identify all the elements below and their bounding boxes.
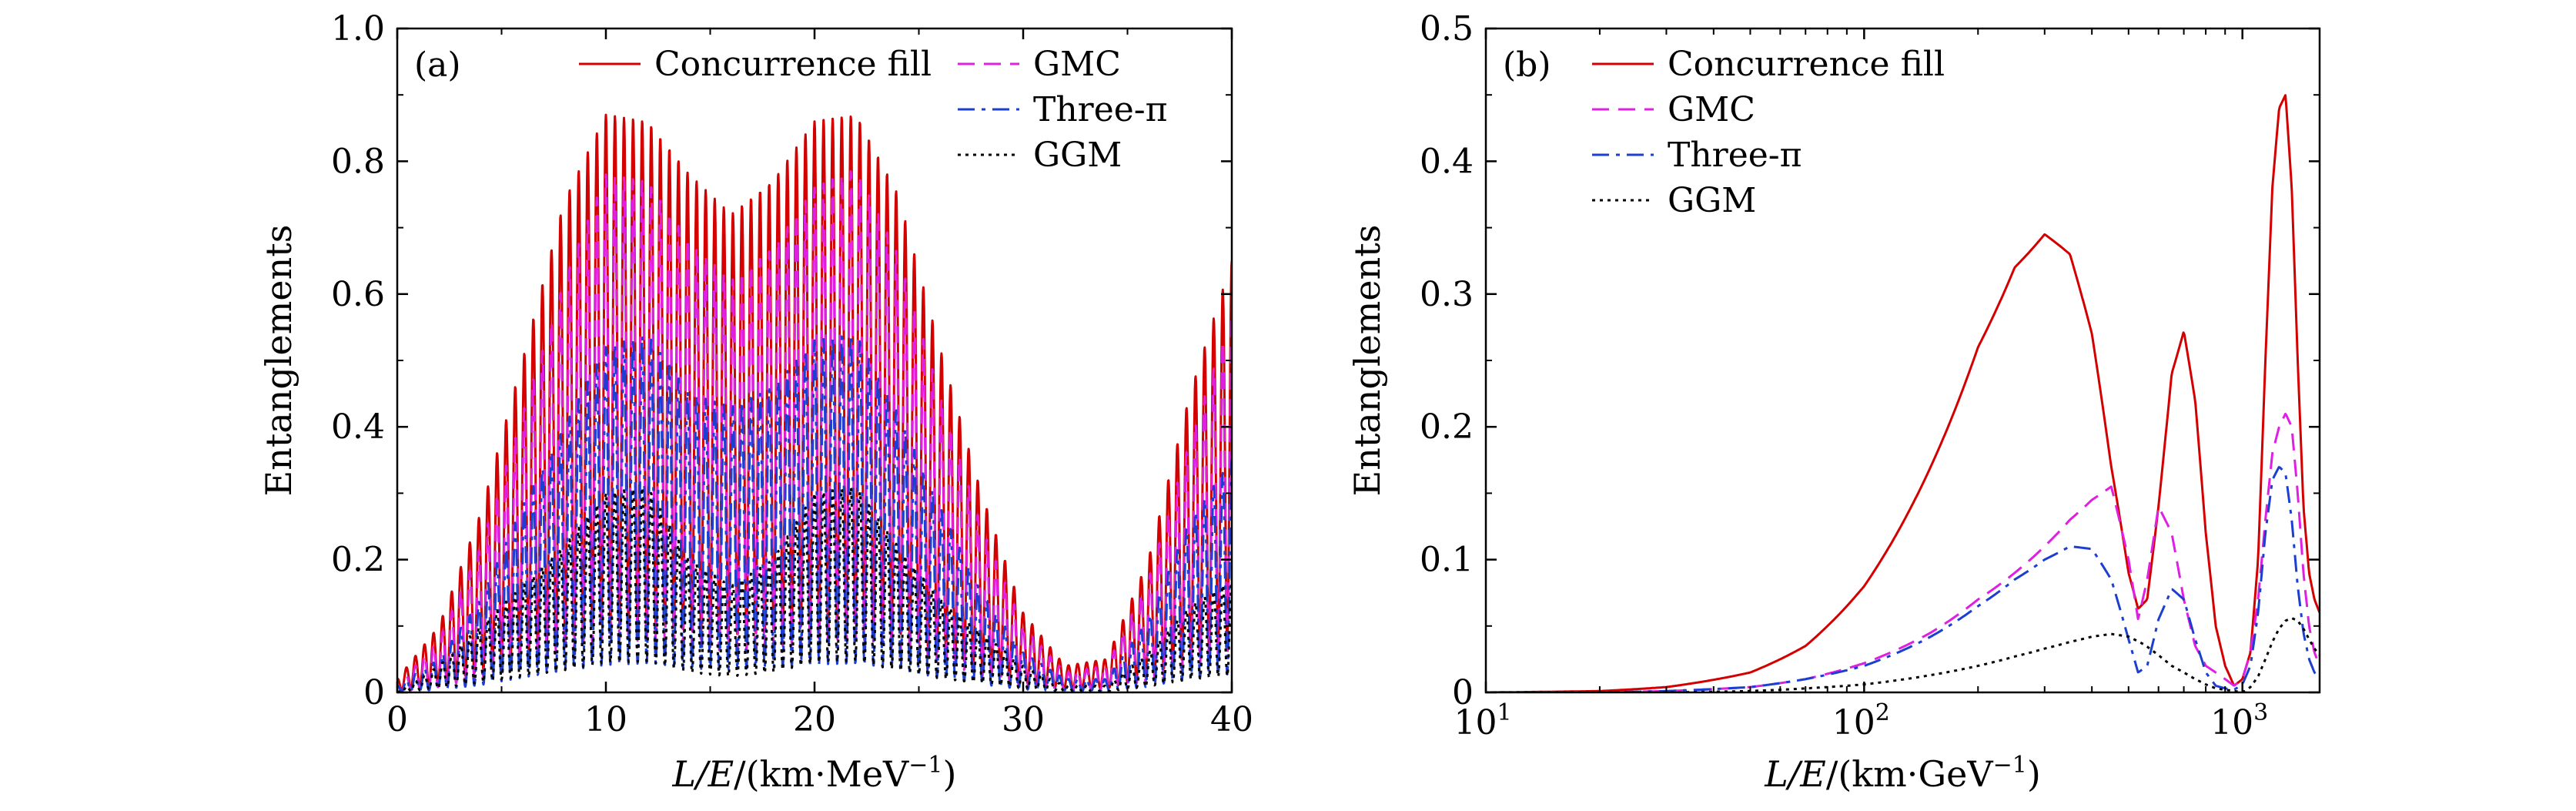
legend-label: Three-π: [1668, 136, 1802, 175]
panel-label: (b): [1503, 45, 1551, 85]
x-axis-label-variable: L/E: [1764, 753, 1826, 795]
x-axis-label: L/E/(km·MeV−1): [672, 752, 957, 795]
x-tick-label: 10: [584, 700, 627, 739]
x-tick-label: 40: [1210, 700, 1253, 739]
x-axis-label-close: ): [2027, 753, 2041, 795]
x-axis-label-exponent: −1: [1993, 752, 2027, 779]
x-tick-label: 30: [1002, 700, 1045, 739]
x-axis-label: L/E/(km·GeV−1): [1764, 752, 2041, 795]
plot-frame: [1484, 27, 2321, 694]
panel-label: (a): [414, 45, 461, 85]
x-axis-label-variable: L/E: [672, 753, 734, 795]
x-tick-label: 103: [2210, 699, 2268, 742]
x-axis-label-unit: /(km·MeV: [734, 753, 909, 795]
series-line-concurrence-fill: [1486, 94, 2320, 692]
legend-label: Concurrence fill: [654, 45, 932, 84]
legend-label: GGM: [1033, 136, 1122, 175]
y-tick-label: 0.2: [331, 541, 385, 580]
series-line-ggm: [397, 486, 1232, 692]
y-axis-label: Entanglements: [1347, 225, 1388, 497]
y-tick-label: 0.4: [1420, 142, 1474, 181]
legend-label: Concurrence fill: [1668, 45, 1945, 84]
y-tick-label: 0: [363, 673, 385, 712]
series-line-three-: [397, 333, 1232, 692]
y-tick-label: 0.6: [331, 275, 385, 314]
x-tick-exponent: 1: [1497, 699, 1511, 726]
x-tick-label: 101: [1454, 699, 1511, 742]
x-tick-base: 10: [1832, 703, 1875, 742]
x-tick-exponent: 3: [2253, 699, 2268, 726]
y-tick-label: 0.4: [331, 407, 385, 447]
y-tick-label: 0: [1452, 673, 1474, 712]
x-axis-label-unit: /(km·GeV: [1826, 753, 1994, 795]
y-axis-label: Entanglements: [258, 225, 299, 497]
y-tick-label: 0.8: [331, 142, 385, 181]
series-line-concurrence-fill: [397, 113, 1232, 692]
series-line-three-: [1486, 466, 2320, 692]
y-tick-label: 0.5: [1420, 9, 1474, 49]
y-tick-label: 0.3: [1420, 275, 1474, 314]
legend-label: GMC: [1033, 45, 1121, 84]
x-tick-base: 10: [2210, 703, 2253, 742]
panel-a-chart: 0 0.2 0.4 0.6 0.8 1.0 0 10 20 30 40 Entanglements L/…: [258, 9, 1253, 795]
x-tick-exponent: 2: [1875, 699, 1890, 726]
x-axis-label-close: ): [943, 753, 957, 795]
x-tick-base: 10: [1454, 703, 1497, 742]
x-tick-label: 102: [1832, 699, 1890, 742]
x-tick-label: 20: [793, 700, 836, 739]
legend-label: GGM: [1668, 181, 1756, 220]
y-tick-label: 0.2: [1420, 407, 1474, 447]
legend-label: Three-π: [1033, 90, 1168, 129]
series-line-ggm: [1486, 617, 2320, 692]
y-tick-label: 0.1: [1420, 541, 1474, 580]
x-axis-label-exponent: −1: [908, 752, 942, 779]
x-tick-label: 0: [386, 700, 408, 739]
legend-label: GMC: [1668, 90, 1755, 129]
y-tick-label: 1.0: [331, 9, 385, 49]
